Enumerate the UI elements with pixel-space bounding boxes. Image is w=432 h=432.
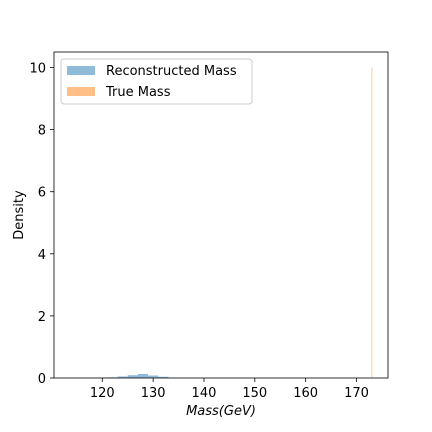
bar-reconstructed-mass-6 xyxy=(158,376,169,378)
x-axis-ticks: 120 130 140 150 160 170 xyxy=(90,378,369,401)
legend-swatch-true-mass xyxy=(67,87,95,96)
bar-reconstructed-mass-5 xyxy=(148,375,159,378)
x-axis-label: Mass(GeV) xyxy=(186,404,256,419)
legend: Reconstructed Mass True Mass xyxy=(60,58,253,105)
legend-frame xyxy=(60,58,253,105)
y-tick-label-10: 10 xyxy=(29,62,46,77)
y-axis-label: Density xyxy=(12,190,27,240)
axes-frame xyxy=(53,51,389,379)
x-tick-label-150: 150 xyxy=(242,386,267,401)
y-tick-label-2: 2 xyxy=(38,310,46,325)
y-tick-label-6: 6 xyxy=(38,186,46,201)
legend-swatch-reconstructed-mass xyxy=(67,66,95,75)
x-tick-label-140: 140 xyxy=(192,386,217,401)
plot-area: 120 130 140 150 160 170 0 2 4 6 8 10 xyxy=(29,51,389,401)
y-tick-label-4: 4 xyxy=(38,248,46,263)
bar-reconstructed-mass-3 xyxy=(127,375,138,378)
y-tick-label-8: 8 xyxy=(38,124,46,139)
bar-true-mass-0 xyxy=(371,67,373,379)
y-tick-label-0: 0 xyxy=(38,372,46,387)
x-tick-label-130: 130 xyxy=(141,386,166,401)
x-tick-label-160: 160 xyxy=(293,386,318,401)
legend-label-true-mass: True Mass xyxy=(105,85,171,100)
bar-reconstructed-mass-2 xyxy=(117,376,128,378)
legend-label-reconstructed-mass: Reconstructed Mass xyxy=(106,64,237,79)
y-axis-ticks: 0 2 4 6 8 10 xyxy=(29,62,54,387)
x-tick-label-120: 120 xyxy=(90,386,115,401)
x-tick-label-170: 170 xyxy=(344,386,369,401)
bar-reconstructed-mass-4 xyxy=(137,373,149,378)
